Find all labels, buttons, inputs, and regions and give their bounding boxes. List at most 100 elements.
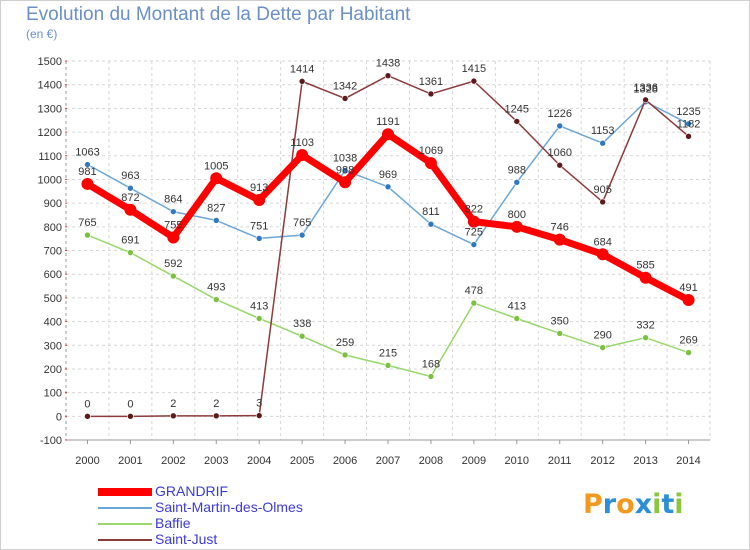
data-label: 827 (207, 202, 225, 214)
chart-subtitle: (en €) (26, 27, 58, 41)
data-point (341, 167, 349, 174)
data-point (596, 248, 609, 261)
x-tick-label: 2009 (462, 455, 486, 467)
data-label: 1060 (547, 147, 571, 159)
x-tick-label: 2000 (75, 455, 99, 467)
legend-swatch (98, 507, 152, 509)
x-tick-label: 2004 (247, 455, 271, 467)
data-point (212, 296, 220, 303)
data-point (427, 220, 435, 228)
data-point (255, 412, 263, 419)
x-tick-label: 2006 (333, 455, 357, 467)
data-point (424, 157, 437, 170)
data-point (127, 413, 134, 420)
data-label: 751 (250, 220, 268, 232)
data-point (81, 177, 94, 190)
y-tick-label: 1500 (38, 56, 62, 68)
data-label: 1182 (677, 118, 701, 130)
x-tick-label: 2014 (676, 455, 700, 467)
data-label: 478 (465, 285, 483, 297)
data-point (84, 231, 91, 239)
data-point (127, 249, 134, 256)
y-tick-label: 1100 (38, 151, 62, 163)
data-label: 988 (336, 164, 354, 176)
data-label: 585 (636, 260, 654, 272)
data-point (84, 161, 91, 168)
x-tick-label: 2005 (290, 455, 314, 467)
data-point (685, 349, 692, 356)
legend-swatch (98, 523, 152, 525)
y-tick-label: 1000 (38, 174, 62, 186)
chart-title: Evolution du Montant de la Dette par Hab… (26, 4, 411, 25)
data-point (170, 208, 177, 215)
data-point (599, 198, 606, 206)
y-tick-label: 700 (44, 246, 62, 258)
logo-letter: i (652, 489, 662, 520)
data-label: 491 (679, 282, 697, 294)
data-point (298, 78, 306, 85)
x-tick-label: 2010 (505, 455, 529, 467)
data-point (384, 72, 392, 79)
data-label: 1415 (462, 63, 486, 75)
data-point (510, 220, 523, 233)
data-point (341, 351, 349, 359)
data-point (427, 90, 435, 98)
x-tick-label: 2003 (204, 455, 228, 467)
data-point (384, 362, 392, 369)
y-tick-label: 500 (44, 293, 62, 305)
y-tick-label: 800 (44, 222, 62, 234)
data-point (341, 95, 349, 102)
data-label: 1038 (333, 152, 357, 164)
data-point (599, 139, 606, 147)
data-label: 1103 (290, 137, 314, 149)
data-label: 0 (127, 398, 133, 410)
data-label: 691 (121, 235, 139, 247)
data-label: 872 (121, 192, 139, 204)
x-tick-label: 2007 (376, 455, 400, 467)
x-tick-label: 2001 (118, 455, 142, 467)
legend-swatch (98, 539, 152, 541)
data-point (513, 118, 521, 125)
data-label: 413 (508, 300, 526, 312)
y-tick-label: 300 (44, 340, 62, 352)
data-label: 332 (636, 320, 654, 332)
data-label: 2 (213, 398, 219, 410)
data-label: 765 (78, 217, 96, 229)
y-tick-label: 100 (44, 388, 62, 400)
data-point (556, 330, 564, 337)
data-point (513, 315, 521, 322)
data-label: 905 (593, 184, 611, 196)
data-label: 746 (551, 222, 569, 234)
data-label: 1245 (505, 103, 529, 115)
x-tick-label: 2012 (590, 455, 614, 467)
data-label: 963 (121, 170, 139, 182)
data-label: 1153 (591, 125, 615, 137)
data-point (170, 272, 177, 280)
data-label: 725 (465, 227, 483, 239)
data-point (599, 344, 606, 351)
data-label: 1438 (376, 58, 400, 70)
y-tick-label: 600 (44, 269, 62, 281)
y-tick-label: 1400 (38, 80, 62, 92)
data-labels: 981 872 755 1005 913 1103 988 1191 1069 822 800 746… (75, 58, 701, 411)
data-point (384, 183, 392, 191)
data-label: 981 (78, 166, 96, 178)
data-point (212, 217, 220, 224)
data-label: 913 (250, 182, 268, 194)
data-point (210, 172, 223, 185)
x-tick-label: 2008 (419, 455, 443, 467)
series-line-0 (83, 130, 693, 304)
data-point (255, 235, 263, 242)
legend-label: GRANDRIF (155, 483, 229, 499)
data-point (427, 373, 435, 380)
data-point (639, 271, 652, 284)
legend-label: Saint-Martin-des-Olmes (155, 499, 303, 515)
data-point (212, 412, 220, 420)
series-layer (81, 72, 695, 420)
data-label: 684 (593, 236, 611, 248)
data-point (553, 233, 566, 246)
y-tick-label: 1300 (38, 103, 62, 115)
data-point (685, 120, 692, 128)
